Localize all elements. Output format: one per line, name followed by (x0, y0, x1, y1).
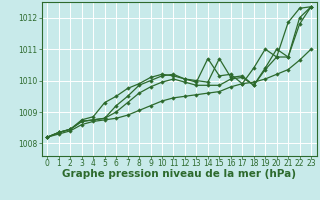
X-axis label: Graphe pression niveau de la mer (hPa): Graphe pression niveau de la mer (hPa) (62, 169, 296, 179)
